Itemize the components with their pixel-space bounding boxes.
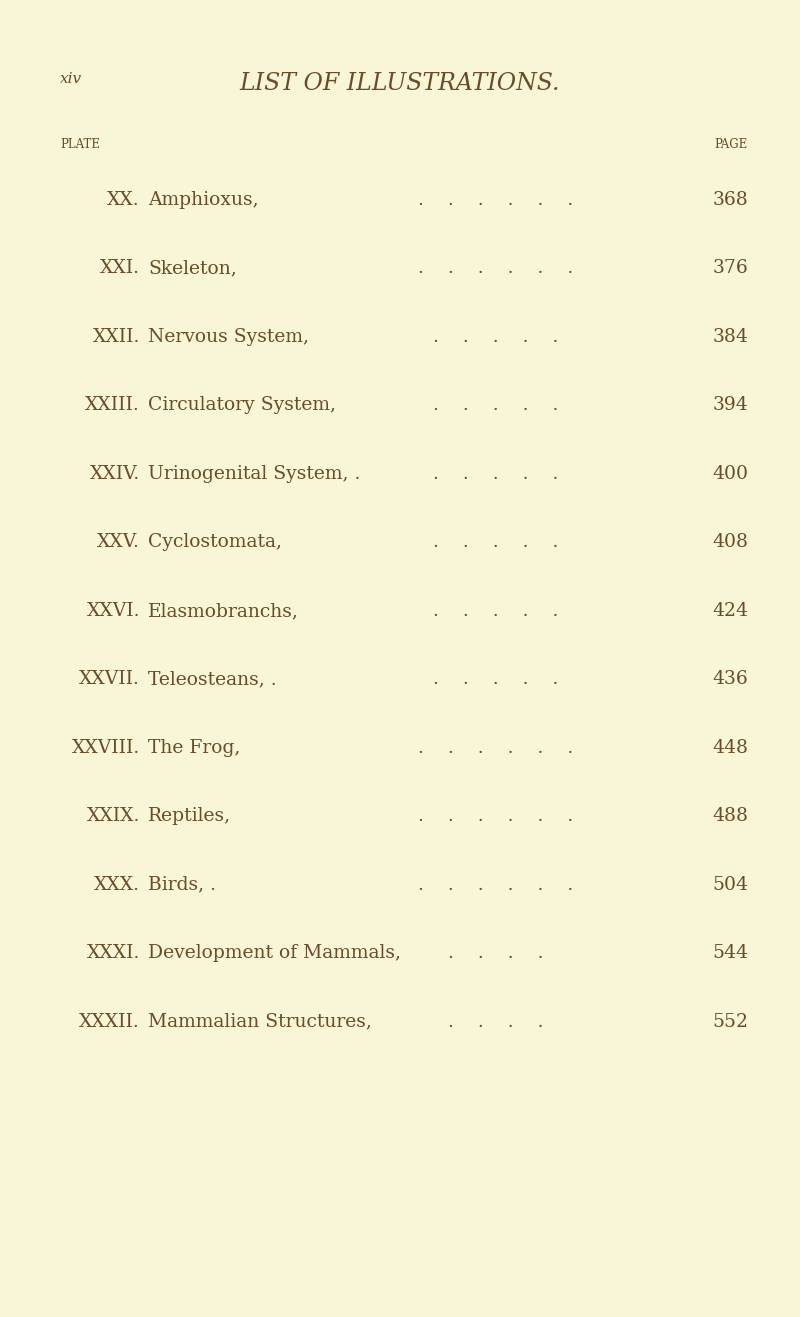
- Text: PLATE: PLATE: [60, 138, 100, 151]
- Text: .    .    .    .    .    .: . . . . . .: [418, 259, 574, 278]
- Text: XXIII.: XXIII.: [86, 396, 140, 415]
- Text: 400: 400: [712, 465, 748, 483]
- Text: 504: 504: [712, 876, 748, 894]
- Text: XXXI.: XXXI.: [86, 944, 140, 963]
- Text: Skeleton,: Skeleton,: [148, 259, 237, 278]
- Text: 436: 436: [712, 670, 748, 689]
- Text: XXIX.: XXIX.: [86, 807, 140, 826]
- Text: .    .    .    .    .: . . . . .: [434, 602, 558, 620]
- Text: .    .    .    .    .    .: . . . . . .: [418, 191, 574, 209]
- Text: Mammalian Structures,: Mammalian Structures,: [148, 1013, 372, 1031]
- Text: Birds, .: Birds, .: [148, 876, 216, 894]
- Text: XXVII.: XXVII.: [79, 670, 140, 689]
- Text: LIST OF ILLUSTRATIONS.: LIST OF ILLUSTRATIONS.: [240, 72, 560, 95]
- Text: xiv: xiv: [60, 72, 82, 87]
- Text: XXII.: XXII.: [93, 328, 140, 346]
- Text: .    .    .    .    .: . . . . .: [434, 670, 558, 689]
- Text: Teleosteans, .: Teleosteans, .: [148, 670, 277, 689]
- Text: XXVIII.: XXVIII.: [72, 739, 140, 757]
- Text: .    .    .    .    .    .: . . . . . .: [418, 876, 574, 894]
- Text: .    .    .    .    .: . . . . .: [434, 533, 558, 552]
- Text: XXX.: XXX.: [94, 876, 140, 894]
- Text: .    .    .    .: . . . .: [448, 1013, 544, 1031]
- Text: 552: 552: [712, 1013, 748, 1031]
- Text: Urinogenital System, .: Urinogenital System, .: [148, 465, 360, 483]
- Text: 424: 424: [712, 602, 748, 620]
- Text: XXI.: XXI.: [100, 259, 140, 278]
- Text: 448: 448: [712, 739, 748, 757]
- Text: .    .    .    .    .: . . . . .: [434, 465, 558, 483]
- Text: XX.: XX.: [107, 191, 140, 209]
- Text: XXIV.: XXIV.: [90, 465, 140, 483]
- Text: Cyclostomata,: Cyclostomata,: [148, 533, 282, 552]
- Text: XXXII.: XXXII.: [79, 1013, 140, 1031]
- Text: 488: 488: [712, 807, 748, 826]
- Text: 408: 408: [712, 533, 748, 552]
- Text: 368: 368: [712, 191, 748, 209]
- Text: The Frog,: The Frog,: [148, 739, 240, 757]
- Text: Nervous System,: Nervous System,: [148, 328, 309, 346]
- Text: .    .    .    .: . . . .: [448, 944, 544, 963]
- Text: .    .    .    .    .: . . . . .: [434, 328, 558, 346]
- Text: XXV.: XXV.: [97, 533, 140, 552]
- Text: Reptiles,: Reptiles,: [148, 807, 231, 826]
- Text: Elasmobranchs,: Elasmobranchs,: [148, 602, 299, 620]
- Text: Circulatory System,: Circulatory System,: [148, 396, 336, 415]
- Text: .    .    .    .    .: . . . . .: [434, 396, 558, 415]
- Text: .    .    .    .    .    .: . . . . . .: [418, 807, 574, 826]
- Text: 394: 394: [712, 396, 748, 415]
- Text: .    .    .    .    .    .: . . . . . .: [418, 739, 574, 757]
- Text: 384: 384: [712, 328, 748, 346]
- Text: 376: 376: [712, 259, 748, 278]
- Text: PAGE: PAGE: [714, 138, 748, 151]
- Text: 544: 544: [712, 944, 748, 963]
- Text: Amphioxus,: Amphioxus,: [148, 191, 258, 209]
- Text: XXVI.: XXVI.: [86, 602, 140, 620]
- Text: Development of Mammals,: Development of Mammals,: [148, 944, 401, 963]
